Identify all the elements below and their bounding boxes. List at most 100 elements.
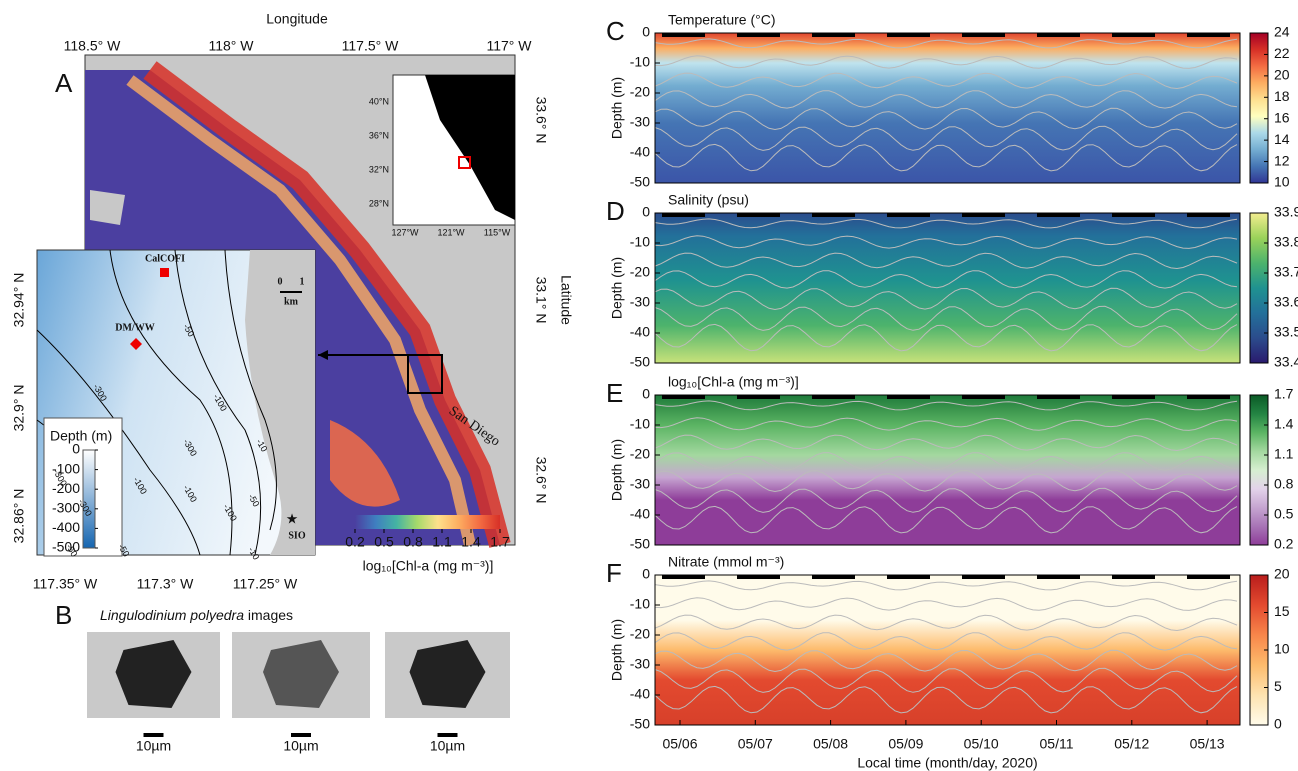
y-tick-label: -40 — [630, 686, 650, 702]
isotherm — [654, 487, 1238, 513]
isotherm — [654, 287, 1238, 311]
colorbar-tick-label: 33.4 — [1274, 354, 1298, 370]
y-tick-label: -20 — [630, 84, 650, 100]
x-axis-label: Longitude — [266, 11, 328, 27]
y-tick-label: 0 — [642, 24, 650, 40]
contour — [174, 249, 262, 556]
isotherm — [654, 452, 1238, 471]
plot-frame — [654, 212, 1241, 364]
colorbar-tick-label: 10 — [1274, 174, 1290, 190]
species: Lingulodinium polyedra — [100, 607, 244, 623]
y-tick-label: -10 — [630, 54, 650, 70]
colorbar-tick-label: 0 — [1274, 716, 1282, 732]
overview-lon: 127°W — [391, 227, 419, 237]
colorbar-tick-label: 0.5 — [374, 534, 394, 550]
colorbar-tick-label: 18 — [1274, 88, 1290, 104]
dmww-site — [130, 338, 142, 350]
plot-frame — [654, 32, 1241, 184]
contour — [224, 249, 277, 531]
contour — [109, 249, 233, 556]
y-tick-label: -10 — [630, 416, 650, 432]
calcofi-site — [160, 268, 169, 277]
isotherm — [654, 90, 1238, 109]
y-tick-label: 0 — [642, 204, 650, 220]
y-tick-label: 0 — [642, 566, 650, 582]
zoom-lon: 117.25° W — [233, 576, 298, 592]
colorbar-tick-label: 0.2 — [1274, 536, 1294, 552]
panel-letter: B — [55, 600, 72, 630]
colorbar-tick-label: 1.4 — [1274, 416, 1294, 432]
depth-colorbar — [82, 449, 96, 549]
y-tick-label: 0 — [642, 386, 650, 402]
isotherm — [654, 417, 1238, 431]
isotherm — [654, 72, 1238, 90]
colorbar-tick-label: 1.4 — [461, 534, 481, 550]
isotherm — [654, 580, 1238, 591]
site-label: DM/WW — [115, 322, 154, 333]
overview-lon: 115°W — [484, 227, 511, 237]
isotherm — [654, 434, 1238, 452]
y-tick-label: -40 — [630, 324, 650, 340]
scale-label: 10µm — [283, 738, 318, 754]
isotherm — [654, 252, 1238, 270]
heatmap — [655, 395, 1240, 545]
cell — [115, 640, 192, 708]
colorbar — [1249, 394, 1269, 546]
lon-tick-label: 117.5° W — [342, 38, 399, 54]
colorbar-tick-label: 33.6 — [1274, 294, 1298, 310]
isotherm — [654, 218, 1238, 229]
panel-letter: C — [606, 16, 625, 46]
zoom-box — [407, 354, 443, 394]
y-tick-label: -50 — [630, 354, 650, 370]
plot-frame — [654, 574, 1241, 726]
scale-label: 0 — [278, 276, 283, 287]
y-tick-label: -30 — [630, 476, 650, 492]
y-tick-label: -50 — [630, 536, 650, 552]
x-tick-label: 05/09 — [888, 736, 923, 752]
zoom-lat: 32.9° N — [11, 385, 27, 432]
lat-tick-label: 33.6° N — [533, 97, 549, 144]
x-tick-label: 05/08 — [813, 736, 848, 752]
map-colorbar — [355, 515, 500, 529]
x-tick-label: 05/11 — [1040, 736, 1074, 752]
colorbar-tick-label: 5 — [1274, 678, 1282, 694]
colorbar-tick-label: 1.1 — [1274, 446, 1294, 462]
depth-tick-label: -400 — [52, 519, 80, 535]
panel-letter: E — [606, 378, 623, 408]
colorbar-tick-label: 14 — [1274, 131, 1290, 147]
lon-tick-label: 118.5° W — [64, 38, 121, 54]
colorbar-tick-label: 0.5 — [1274, 506, 1294, 522]
scale-label: km — [284, 296, 299, 307]
depth-tick-label: 0 — [72, 441, 80, 457]
isotherm — [654, 323, 1238, 352]
y-axis-label: Depth (m) — [609, 619, 625, 681]
isotherm — [654, 107, 1238, 131]
x-tick-label: 05/07 — [738, 736, 773, 752]
site-label: SIO — [288, 530, 305, 541]
land — [425, 75, 515, 220]
depth-legend-title: Depth (m) — [50, 428, 112, 444]
isotherm — [654, 235, 1238, 249]
y-axis-label: Depth (m) — [609, 257, 625, 319]
isotherm — [654, 685, 1238, 714]
colorbar-tick-label: 0.8 — [403, 534, 423, 550]
coastal-bloom — [143, 61, 511, 548]
colorbar-tick-label: 1.1 — [432, 534, 452, 550]
x-tick-label: 05/10 — [964, 736, 999, 752]
overview-lat: 40°N — [369, 96, 389, 106]
colorbar-tick-label: 10 — [1274, 641, 1290, 657]
isotherm — [654, 143, 1238, 172]
y-tick-label: -50 — [630, 174, 650, 190]
colorbar-tick-label: 1.7 — [490, 534, 510, 550]
island — [90, 190, 125, 225]
colorbar-tick-label: 33.5 — [1274, 324, 1298, 340]
colorbar-tick-label: 33.7 — [1274, 264, 1298, 280]
colorbar-tick-label: 16 — [1274, 109, 1290, 125]
y-tick-label: -10 — [630, 596, 650, 612]
panel-letter: D — [606, 196, 625, 226]
colorbar-tick-label: 15 — [1274, 603, 1290, 619]
panel-title: Salinity (psu) — [668, 192, 749, 208]
overview-lat: 36°N — [369, 130, 389, 140]
isotherm — [654, 400, 1238, 411]
